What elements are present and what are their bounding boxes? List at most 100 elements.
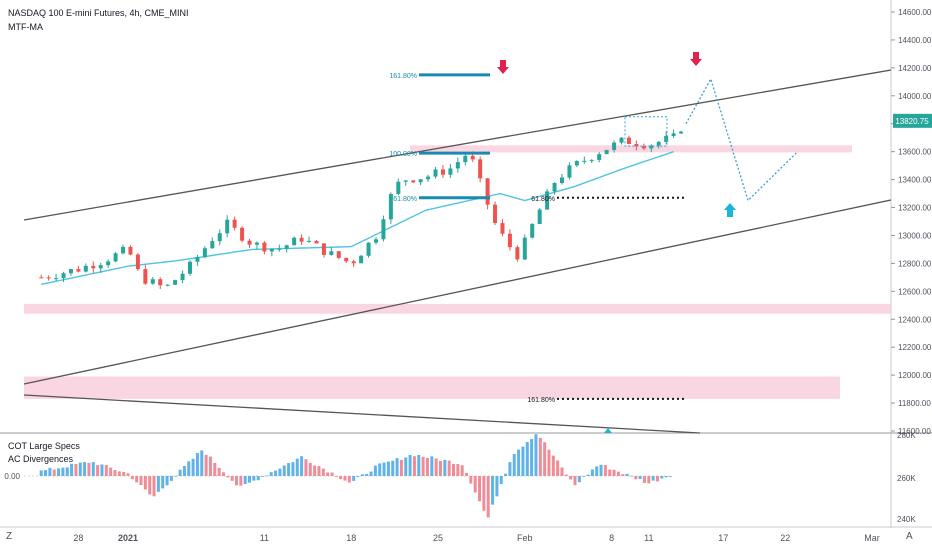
oscillator-bar (39, 470, 43, 476)
candle-body (68, 269, 73, 274)
oscillator-bar (339, 476, 343, 480)
candle-body (619, 137, 624, 143)
oscillator-bar (265, 475, 269, 477)
candle-body (76, 269, 81, 272)
arrow-down-icon[interactable] (497, 67, 509, 74)
oscillator-bar (499, 476, 503, 485)
oscillator-bar (104, 464, 108, 476)
candle-body (46, 277, 51, 279)
oscillator-bar (642, 476, 646, 483)
oscillator-bar (126, 473, 130, 476)
oscillator-bar (52, 469, 56, 476)
oscillator-bar (616, 471, 620, 476)
oscillator-bar (603, 465, 607, 476)
arrow-up-icon[interactable] (724, 203, 736, 210)
projection-path[interactable] (685, 77, 799, 202)
fib-level-label: 61.80% (393, 196, 417, 203)
support-zone-2[interactable] (24, 376, 840, 399)
oscillator-bar (538, 437, 542, 476)
oscillator-bar (135, 476, 139, 483)
candle-body (240, 227, 245, 241)
channel-upper-line[interactable] (23, 69, 892, 221)
trend-line-lower[interactable] (23, 394, 701, 434)
oscillator-bar (564, 474, 568, 476)
time-axis-label: 17 (718, 533, 728, 543)
indicator-cot-label[interactable]: COT Large Specs (8, 441, 80, 451)
mtf-ma-line[interactable] (41, 151, 674, 285)
candle-body (552, 183, 557, 192)
oscillator-bar (577, 476, 581, 483)
oscillator-bar (352, 476, 356, 481)
oscillator-bar (625, 473, 629, 476)
oscillator-bar (334, 476, 338, 477)
oscillator-bar (326, 472, 330, 476)
time-axis-label: 28 (73, 533, 83, 543)
oscillator-bar (534, 434, 538, 476)
projection-box[interactable] (624, 116, 668, 147)
candle-body (106, 261, 111, 266)
indicator-ac-divergences-label[interactable]: AC Divergences (8, 454, 74, 464)
price-axis-label: 12400.00 (898, 315, 932, 324)
oscillator-bar (195, 453, 199, 476)
oscillator-bar (517, 449, 521, 476)
candle-body (254, 242, 259, 245)
timezone-button[interactable]: Z (6, 531, 13, 542)
oscillator-bar (139, 476, 143, 486)
oscillator-bar (495, 476, 499, 497)
arrow-down-icon[interactable] (693, 52, 699, 59)
oscillator-bar (308, 462, 312, 476)
oscillator-bar (599, 464, 603, 476)
candle-body (277, 248, 282, 250)
oscillator-bar (321, 468, 325, 476)
candle-body (173, 280, 178, 285)
candle-body (493, 204, 498, 224)
oscillator-bar (590, 469, 594, 476)
oscillator-bar (130, 476, 134, 480)
oscillator-bar (573, 476, 577, 486)
oscillator-bar (456, 463, 460, 476)
price-axis-label: 13400.00 (898, 176, 932, 185)
price-axis-label: 14600.00 (898, 8, 932, 17)
oscillator-bar (560, 467, 564, 476)
oscillator-bar (651, 476, 655, 481)
oscillator-zero-label: 0.00 (4, 472, 20, 481)
oscillator-bar (378, 463, 382, 476)
oscillator-bar (425, 457, 429, 476)
time-axis-label: 2021 (118, 533, 138, 543)
oscillator-bar (174, 475, 178, 477)
arrow-up-icon[interactable] (727, 210, 733, 217)
candle-body (98, 265, 103, 269)
support-zone-1[interactable] (24, 303, 891, 314)
oscillator-bar (399, 459, 403, 476)
auto-scale-button[interactable]: A (906, 531, 913, 542)
resistance-zone[interactable] (410, 145, 852, 153)
oscillator-bar (65, 467, 69, 476)
candle-body (314, 240, 319, 244)
arrow-down-icon[interactable] (500, 60, 506, 67)
oscillator-bar (669, 476, 672, 477)
last-price-badge (893, 113, 932, 128)
oscillator-bar (595, 466, 599, 476)
candle-body (61, 273, 66, 279)
oscillator-bar (87, 462, 91, 476)
oscillator-bar (582, 476, 586, 477)
oscillator-bar (469, 476, 473, 484)
oscillator-bar (278, 468, 282, 476)
candle-body (463, 155, 468, 163)
candle-body (83, 265, 88, 272)
oscillator-bar (295, 458, 299, 476)
oscillator-bar (204, 454, 208, 476)
oscillator-bar (612, 469, 616, 476)
oscillator-bar (452, 463, 455, 476)
channel-lower-line[interactable] (23, 199, 892, 385)
candle-body (307, 240, 312, 242)
price-axis-label: 14400.00 (898, 36, 932, 45)
arrow-down-icon[interactable] (690, 59, 702, 66)
candle-body (91, 265, 96, 269)
candle-body (195, 257, 200, 262)
indicator-mtf-ma-label[interactable]: MTF-MA (8, 22, 43, 32)
oscillator-bar (525, 442, 529, 476)
candle-body (359, 255, 364, 264)
